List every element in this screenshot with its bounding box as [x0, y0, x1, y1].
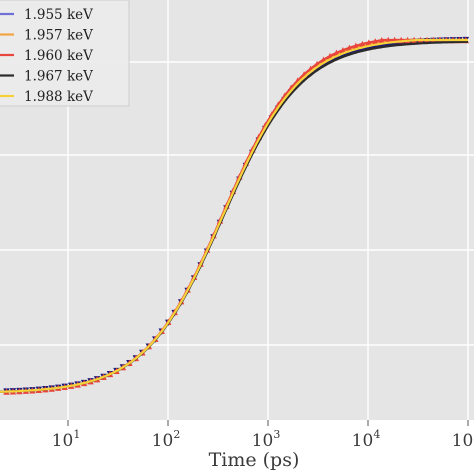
legend-box: [0, 0, 130, 107]
x-tick-label: 103: [252, 428, 281, 451]
series-marker-2: [359, 40, 366, 48]
legend: 1.955 keV 1.957 keV 1.960 keV 1.967 keV 1.98…: [0, 0, 130, 107]
series-marker-2: [378, 36, 385, 44]
series-marker-2: [352, 42, 360, 49]
series-marker-2: [339, 46, 347, 54]
series-marker-2: [365, 39, 372, 46]
x-tick-label: 104: [352, 428, 381, 451]
series-group: [0, 36, 470, 395]
x-tick-label: 101: [52, 428, 81, 451]
legend-label: 1.967 keV: [24, 69, 93, 85]
legend-label: 1.960 keV: [24, 48, 93, 64]
legend-label: 1.955 keV: [24, 7, 93, 23]
x-tick-label: 102: [152, 428, 181, 451]
x-ticks: 101 102 103 104 105: [52, 420, 474, 451]
series-marker-2: [346, 44, 353, 51]
x-tick-label: 105: [452, 428, 474, 451]
series-line-4: [0, 38, 468, 393]
series-marker-2: [372, 38, 379, 45]
legend-label: 1.988 keV: [24, 89, 93, 105]
x-axis-title: Time (ps): [209, 449, 300, 471]
legend-label: 1.957 keV: [24, 28, 93, 44]
